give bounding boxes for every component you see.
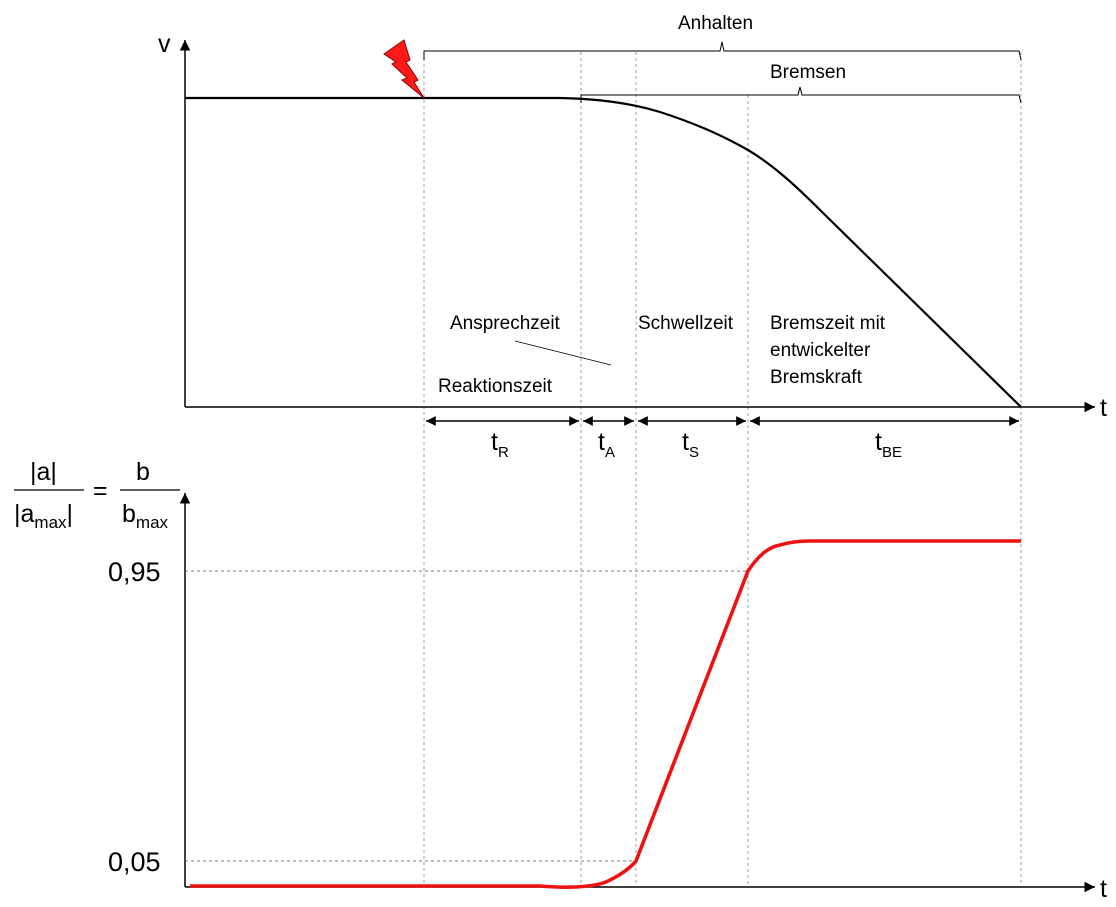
brace-stopping	[423, 41, 1022, 61]
deceleration-y-axis-label: |a| |amax| = b bmax	[14, 458, 180, 532]
y-tick-095: 0,95	[108, 557, 161, 587]
label-reaction-time: Reaktionszeit	[438, 376, 553, 397]
fraction-right-numerator: b	[136, 458, 150, 486]
label-threshold-time: Schwellzeit	[638, 313, 734, 334]
deceleration-plot: |a| |amax| = b bmax t 0,95 0,05	[14, 458, 1107, 903]
fraction-left-denominator: |amax|	[14, 500, 73, 532]
phase-boundary-lines	[423, 52, 1022, 887]
interval-label-response: tA	[598, 428, 615, 461]
label-braking-time-3: Bremskraft	[770, 367, 863, 388]
deceleration-x-axis-label: t	[1100, 875, 1107, 903]
fraction-equals: =	[93, 477, 108, 505]
label-response-time: Ansprechzeit	[450, 313, 561, 334]
fraction-left-numerator: |a|	[30, 458, 57, 486]
speed-x-axis-label: t	[1100, 394, 1107, 422]
interval-label-reaction: tR	[491, 428, 509, 461]
label-pointer-line	[514, 340, 612, 366]
brace-braking	[580, 86, 1022, 104]
speed-curve	[185, 96, 1022, 408]
brace-stopping-label: Anhalten	[678, 13, 753, 34]
fraction-right-denominator: bmax	[122, 500, 169, 532]
speed-y-axis-label: v	[158, 30, 171, 58]
interval-label-braking: tBE	[875, 428, 902, 461]
speed-plot: v t Anhalten Bremsen Ansprechzeit Reakti…	[158, 13, 1107, 887]
deceleration-curve	[190, 539, 1021, 889]
label-braking-time-2: entwickelter	[770, 340, 871, 361]
brace-braking-label: Bremsen	[770, 62, 846, 83]
label-braking-time-1: Bremszeit mit	[770, 313, 886, 334]
interval-label-threshold: tS	[682, 428, 699, 461]
lightning-icon	[383, 39, 425, 99]
y-tick-005: 0,05	[108, 847, 161, 877]
